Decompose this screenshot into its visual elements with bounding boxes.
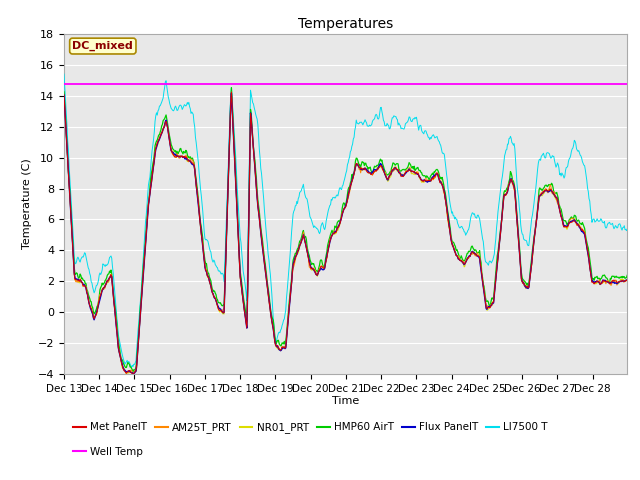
Flux PanelT xyxy=(259,249,267,254)
HMP60 AirT xyxy=(129,369,137,374)
Well Temp xyxy=(230,81,237,87)
AM25T_PRT xyxy=(60,94,68,99)
Flux PanelT xyxy=(60,92,68,98)
Title: Temperatures: Temperatures xyxy=(298,17,393,31)
HMP60 AirT xyxy=(231,159,239,165)
Line: NR01_PRT: NR01_PRT xyxy=(64,93,627,374)
Well Temp xyxy=(258,81,266,87)
AM25T_PRT xyxy=(129,371,137,377)
LI7500 T xyxy=(280,317,287,323)
AM25T_PRT xyxy=(405,166,413,171)
LI7500 T xyxy=(126,361,134,367)
NR01_PRT xyxy=(60,92,68,98)
Met PanelT xyxy=(231,167,239,172)
HMP60 AirT xyxy=(60,89,68,95)
AM25T_PRT xyxy=(231,166,239,171)
LI7500 T xyxy=(623,226,631,232)
Flux PanelT xyxy=(126,369,134,374)
LI7500 T xyxy=(259,179,266,185)
Met PanelT xyxy=(259,247,267,253)
Line: LI7500 T: LI7500 T xyxy=(64,74,627,368)
HMP60 AirT xyxy=(623,273,631,278)
Met PanelT xyxy=(228,89,236,95)
LI7500 T xyxy=(230,133,238,139)
LI7500 T xyxy=(128,365,136,371)
HMP60 AirT xyxy=(126,364,134,370)
HMP60 AirT xyxy=(280,338,288,344)
Y-axis label: Temperature (C): Temperature (C) xyxy=(22,158,32,250)
NR01_PRT xyxy=(437,179,445,184)
Flux PanelT xyxy=(129,371,137,376)
Legend: Well Temp: Well Temp xyxy=(69,443,147,461)
AM25T_PRT xyxy=(259,248,267,253)
Flux PanelT xyxy=(437,179,445,185)
LI7500 T xyxy=(404,117,412,123)
Met PanelT xyxy=(126,368,134,374)
Met PanelT xyxy=(437,180,445,186)
Text: DC_mixed: DC_mixed xyxy=(72,41,133,51)
NR01_PRT xyxy=(228,90,236,96)
Line: AM25T_PRT: AM25T_PRT xyxy=(64,92,627,374)
X-axis label: Time: Time xyxy=(332,396,359,406)
HMP60 AirT xyxy=(405,160,413,166)
NR01_PRT xyxy=(405,165,413,170)
NR01_PRT xyxy=(127,369,134,375)
AM25T_PRT xyxy=(126,368,134,373)
AM25T_PRT xyxy=(623,278,631,284)
AM25T_PRT xyxy=(437,178,445,183)
AM25T_PRT xyxy=(228,89,236,95)
Well Temp xyxy=(623,81,631,87)
Line: Flux PanelT: Flux PanelT xyxy=(64,94,627,373)
Flux PanelT xyxy=(623,277,631,283)
Met PanelT xyxy=(129,372,137,377)
Well Temp xyxy=(435,81,443,87)
NR01_PRT xyxy=(280,343,288,349)
LI7500 T xyxy=(60,71,68,77)
Flux PanelT xyxy=(228,91,236,96)
Flux PanelT xyxy=(280,345,288,350)
HMP60 AirT xyxy=(437,174,445,180)
Met PanelT xyxy=(280,344,288,350)
NR01_PRT xyxy=(123,372,131,377)
Met PanelT xyxy=(623,277,631,283)
NR01_PRT xyxy=(231,167,239,173)
NR01_PRT xyxy=(259,248,267,253)
HMP60 AirT xyxy=(228,85,236,91)
Met PanelT xyxy=(405,167,413,172)
Well Temp xyxy=(60,81,68,87)
NR01_PRT xyxy=(623,276,631,282)
LI7500 T xyxy=(436,141,444,147)
AM25T_PRT xyxy=(280,345,288,351)
Well Temp xyxy=(126,81,134,87)
Flux PanelT xyxy=(231,167,239,172)
Line: HMP60 AirT: HMP60 AirT xyxy=(64,88,627,372)
HMP60 AirT xyxy=(259,242,267,248)
Well Temp xyxy=(279,81,287,87)
Line: Met PanelT: Met PanelT xyxy=(64,92,627,374)
Well Temp xyxy=(404,81,412,87)
Met PanelT xyxy=(60,92,68,98)
Flux PanelT xyxy=(405,166,413,172)
